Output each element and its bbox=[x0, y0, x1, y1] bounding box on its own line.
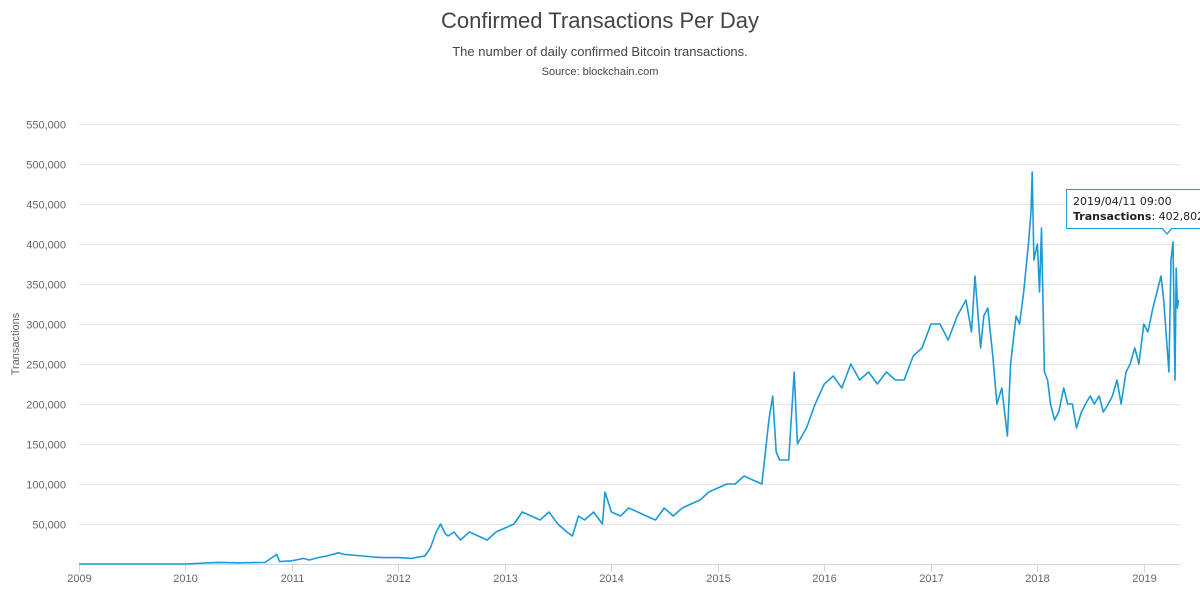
x-tick-label: 2013 bbox=[493, 573, 517, 585]
tooltip-date: 2019/04/11 09:00 bbox=[1073, 195, 1172, 208]
y-tick-label: 450,000 bbox=[26, 200, 66, 212]
y-tick-label: 500,000 bbox=[26, 160, 66, 172]
chart-subtitle: The number of daily confirmed Bitcoin tr… bbox=[452, 44, 748, 59]
y-tick-label: 50,000 bbox=[32, 520, 66, 532]
x-tick-label: 2016 bbox=[812, 573, 836, 585]
chart-source: Source: blockchain.com bbox=[541, 66, 659, 78]
tooltip-label: Transactions bbox=[1073, 210, 1152, 223]
tooltip-caret-inner bbox=[1162, 227, 1172, 233]
x-axis: 2009 2010 2011 2012 2013 2014 2015 2016 2017 2018… bbox=[67, 564, 1180, 585]
x-tick-label: 2012 bbox=[386, 573, 410, 585]
x-tick-label: 2014 bbox=[599, 573, 623, 585]
y-tick-label: 300,000 bbox=[26, 320, 66, 332]
series-group bbox=[79, 171, 1180, 565]
x-tick-label: 2017 bbox=[919, 573, 943, 585]
chart-title: Confirmed Transactions Per Day bbox=[441, 8, 759, 33]
tooltip-value-row: Transactions: 402,802 bbox=[1073, 209, 1200, 224]
y-tick-label: 400,000 bbox=[26, 240, 66, 252]
x-tick-label: 2010 bbox=[173, 573, 197, 585]
tooltip-value: 402,802 bbox=[1158, 210, 1200, 223]
x-tick-label: 2009 bbox=[67, 573, 91, 585]
x-tick-label: 2018 bbox=[1025, 573, 1049, 585]
x-tick-label: 2011 bbox=[281, 573, 305, 585]
x-tick-label: 2015 bbox=[706, 573, 730, 585]
y-tick-label: 200,000 bbox=[26, 400, 66, 412]
y-axis-ticks: 50,000 100,000 150,000 200,000 250,000 300,00… bbox=[26, 120, 66, 532]
y-tick-label: 150,000 bbox=[26, 440, 66, 452]
x-tick-label: 2019 bbox=[1132, 573, 1156, 585]
y-tick-label: 550,000 bbox=[26, 120, 66, 132]
series-line bbox=[79, 171, 1180, 565]
y-tick-label: 100,000 bbox=[26, 480, 66, 492]
y-axis-title: Transactions bbox=[10, 312, 22, 375]
y-tick-label: 250,000 bbox=[26, 360, 66, 372]
hover-tooltip: 2019/04/11 09:00 Transactions: 402,802 bbox=[1066, 189, 1200, 235]
y-tick-label: 350,000 bbox=[26, 280, 66, 292]
